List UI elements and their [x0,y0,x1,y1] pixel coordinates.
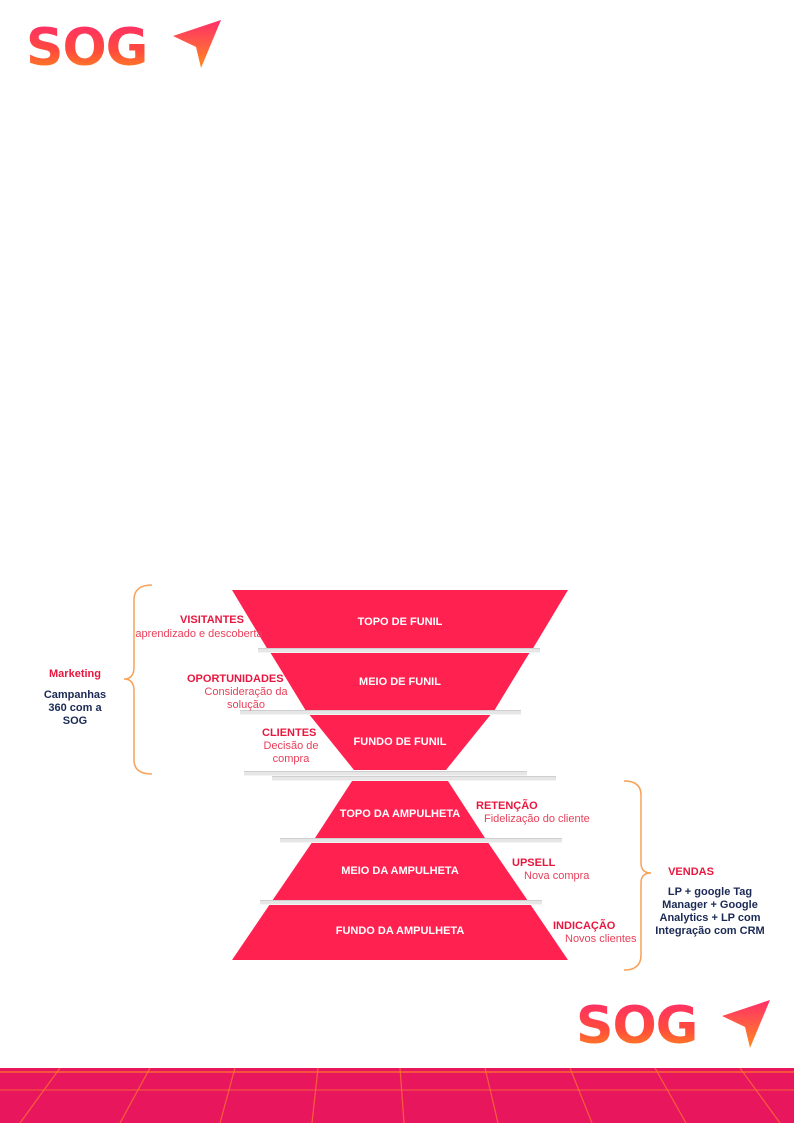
stage-label-topo-funil: TOPO DE FUNIL [357,616,443,628]
divider-bar [240,710,521,715]
stage-label-meio-ampulheta: MEIO DA AMPULHETA [341,865,459,877]
logo-top: SOG [26,18,226,78]
footer-band [0,1068,794,1123]
sub-visitantes: aprendizado e descoberta [135,628,263,640]
logo-text: SOG [576,996,698,1056]
divider-bar [260,900,542,905]
sub-indicacao: Novos clientes [565,933,637,945]
funnel-stage-top [232,590,568,650]
divider-bar [272,776,556,781]
vendas-body: LP + google Tag Manager + Google Analyti… [655,886,765,937]
label-oportunidades: OPORTUNIDADES [187,673,284,685]
paper-plane-icon [173,20,221,68]
paper-plane-icon [722,1000,770,1048]
marketing-body: Campanhas 360 com a SOG [43,689,107,727]
sub-clientes: Decisão de compra [263,740,319,765]
sub-oportunidades: Consideração da solução [204,686,288,711]
hourglass-stage-bottom [232,904,568,960]
sub-upsell: Nova compra [524,870,590,882]
divider-bar [280,838,562,843]
divider-bar [244,771,527,776]
hourglass-stage-top [315,778,485,838]
label-visitantes: VISITANTES [180,614,244,626]
footer-grid-pattern [0,1068,794,1123]
stage-label-fundo-ampulheta: FUNDO DA AMPULHETA [335,925,465,937]
vendas-brace [623,780,652,971]
logo-text: SOG [26,18,148,78]
marketing-heading: Marketing [49,668,101,680]
stage-label-fundo-funil: FUNDO DE FUNIL [353,736,447,748]
divider-bar [258,648,540,653]
logo-bottom: SOG [576,1000,776,1056]
marketing-brace [123,584,153,775]
label-indicacao: INDICAÇÃO [553,920,616,932]
label-upsell: UPSELL [512,857,556,869]
funnel-stage-middle [270,652,530,711]
stage-label-meio-funil: MEIO DE FUNIL [359,676,441,688]
vendas-heading: VENDAS [668,866,714,878]
funnel-stage-bottom [308,713,492,770]
sub-retencao: Fidelização do cliente [484,813,590,825]
label-clientes: CLIENTES [262,727,317,739]
stage-label-topo-ampulheta: TOPO DA AMPULHETA [339,808,461,820]
hourglass-stage-middle [272,841,528,901]
label-retencao: RETENÇÃO [476,800,538,812]
